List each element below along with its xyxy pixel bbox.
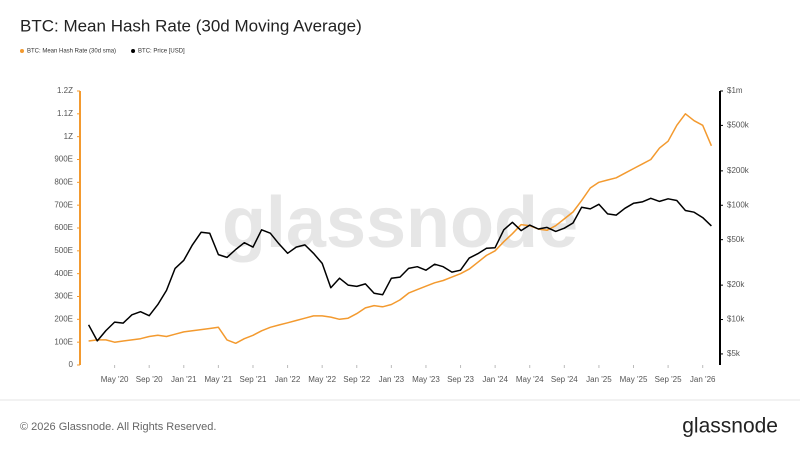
- y-tick-label: 100E: [54, 337, 73, 346]
- x-tick-label: Sep '22: [343, 375, 370, 384]
- y-tick-label: 900E: [54, 155, 73, 164]
- y-tick-label: 200E: [54, 314, 73, 323]
- x-tick-label: Sep '24: [551, 375, 578, 384]
- legend-marker: [131, 49, 136, 53]
- y-tick-label: 1.1Z: [57, 109, 73, 118]
- legend-label: BTC: Mean Hash Rate (30d sma): [27, 49, 116, 55]
- x-tick-label: May '20: [101, 375, 129, 384]
- x-tick-label: May '25: [620, 375, 648, 384]
- x-tick-label: Jan '22: [275, 375, 301, 384]
- y-tick-label: 500E: [54, 246, 73, 255]
- x-tick-label: Jan '26: [690, 375, 716, 384]
- x-tick-label: May '22: [308, 375, 336, 384]
- logo: glassnode: [682, 415, 778, 438]
- x-tick-label: Sep '20: [136, 375, 163, 384]
- x-tick-label: Jan '23: [379, 375, 405, 384]
- y-tick-label: 1.2Z: [57, 86, 73, 95]
- watermark: glassnode: [222, 183, 578, 263]
- y-tick-label: 600E: [54, 223, 73, 232]
- x-tick-label: May '21: [204, 375, 232, 384]
- y2-tick-label: $5k: [727, 349, 741, 358]
- x-tick-label: Sep '25: [655, 375, 682, 384]
- y2-tick-label: $200k: [727, 166, 750, 175]
- y-tick-label: 0: [69, 360, 74, 369]
- x-tick-label: Jan '25: [586, 375, 612, 384]
- x-tick-label: May '24: [516, 375, 544, 384]
- x-tick-label: Jan '21: [171, 375, 197, 384]
- copyright: © 2026 Glassnode. All Rights Reserved.: [20, 421, 216, 433]
- x-tick-label: Sep '21: [240, 375, 267, 384]
- legend-label: BTC: Price [USD]: [138, 49, 185, 55]
- y2-tick-label: $50k: [727, 235, 745, 244]
- y-tick-label: 1Z: [64, 132, 73, 141]
- x-tick-label: May '23: [412, 375, 440, 384]
- y2-tick-label: $500k: [727, 121, 750, 130]
- y2-tick-label: $20k: [727, 280, 745, 289]
- y-tick-label: 300E: [54, 292, 73, 301]
- series-line: [87, 197, 712, 342]
- chart-title: BTC: Mean Hash Rate (30d Moving Average): [20, 16, 362, 35]
- y2-tick-label: $1m: [727, 86, 743, 95]
- y-tick-label: 700E: [54, 200, 73, 209]
- y-tick-label: 400E: [54, 269, 73, 278]
- series-line: [88, 113, 713, 345]
- y2-tick-label: $100k: [727, 200, 750, 209]
- legend-marker: [20, 49, 24, 53]
- x-tick-label: Jan '24: [482, 375, 508, 384]
- y-tick-label: 800E: [54, 177, 73, 186]
- y2-tick-label: $10k: [727, 315, 745, 324]
- x-tick-label: Sep '23: [447, 375, 474, 384]
